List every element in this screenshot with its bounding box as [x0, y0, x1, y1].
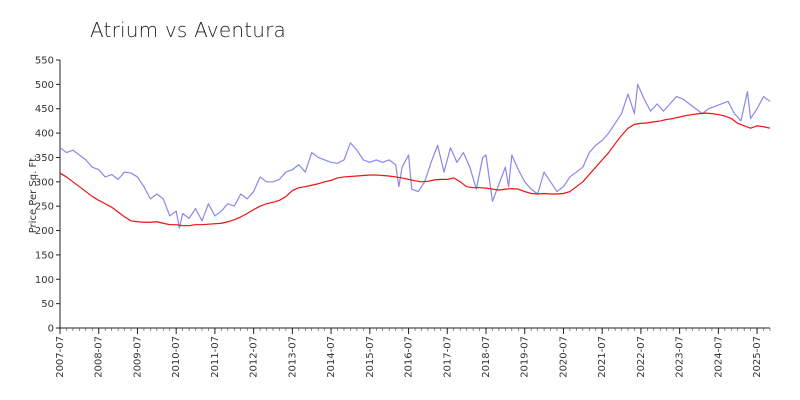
y-axis-label: Price Per Sq. Ft. — [28, 155, 39, 234]
y-tick-label: 550 — [35, 56, 54, 67]
x-tick-label: 2007-07 — [55, 336, 66, 378]
y-tick-label: 500 — [35, 80, 54, 91]
x-tick-label: 2008-07 — [94, 336, 105, 378]
y-tick-label: 0 — [48, 324, 54, 335]
x-tick-label: 2011-07 — [210, 336, 221, 378]
x-tick-label: 2016-07 — [404, 336, 415, 378]
x-tick-label: 2023-07 — [675, 336, 686, 378]
x-tick-label: 2020-07 — [558, 336, 569, 378]
series-line-2 — [59, 112, 771, 227]
x-tick-label: 2022-07 — [636, 336, 647, 378]
x-tick-label: 2024-07 — [713, 336, 724, 378]
y-tick-label: 450 — [35, 104, 54, 115]
y-tick-label: 250 — [35, 202, 54, 213]
x-tick-label: 2015-07 — [365, 336, 376, 378]
y-tick-label: 300 — [35, 177, 54, 188]
y-tick-label: 100 — [35, 275, 54, 286]
series-line-1 — [59, 83, 771, 229]
y-tick-label: 350 — [35, 153, 54, 164]
x-tick-label: 2019-07 — [520, 336, 531, 378]
y-tick-label: 150 — [35, 250, 54, 261]
y-tick-label: 50 — [41, 299, 54, 310]
x-tick-label: 2010-07 — [171, 336, 182, 378]
x-tick-label: 2025-07 — [752, 336, 763, 378]
x-tick-label: 2017-07 — [442, 336, 453, 378]
y-tick-label: 200 — [35, 226, 54, 237]
x-tick-label: 2014-07 — [326, 336, 337, 378]
x-tick-label: 2018-07 — [481, 336, 492, 378]
chart-title: Atrium vs Aventura — [90, 18, 287, 42]
y-tick-label: 400 — [35, 129, 54, 140]
x-tick-label: 2009-07 — [132, 336, 143, 378]
x-tick-label: 2013-07 — [287, 336, 298, 378]
x-tick-label: 2012-07 — [249, 336, 260, 378]
x-tick-label: 2021-07 — [597, 336, 608, 378]
